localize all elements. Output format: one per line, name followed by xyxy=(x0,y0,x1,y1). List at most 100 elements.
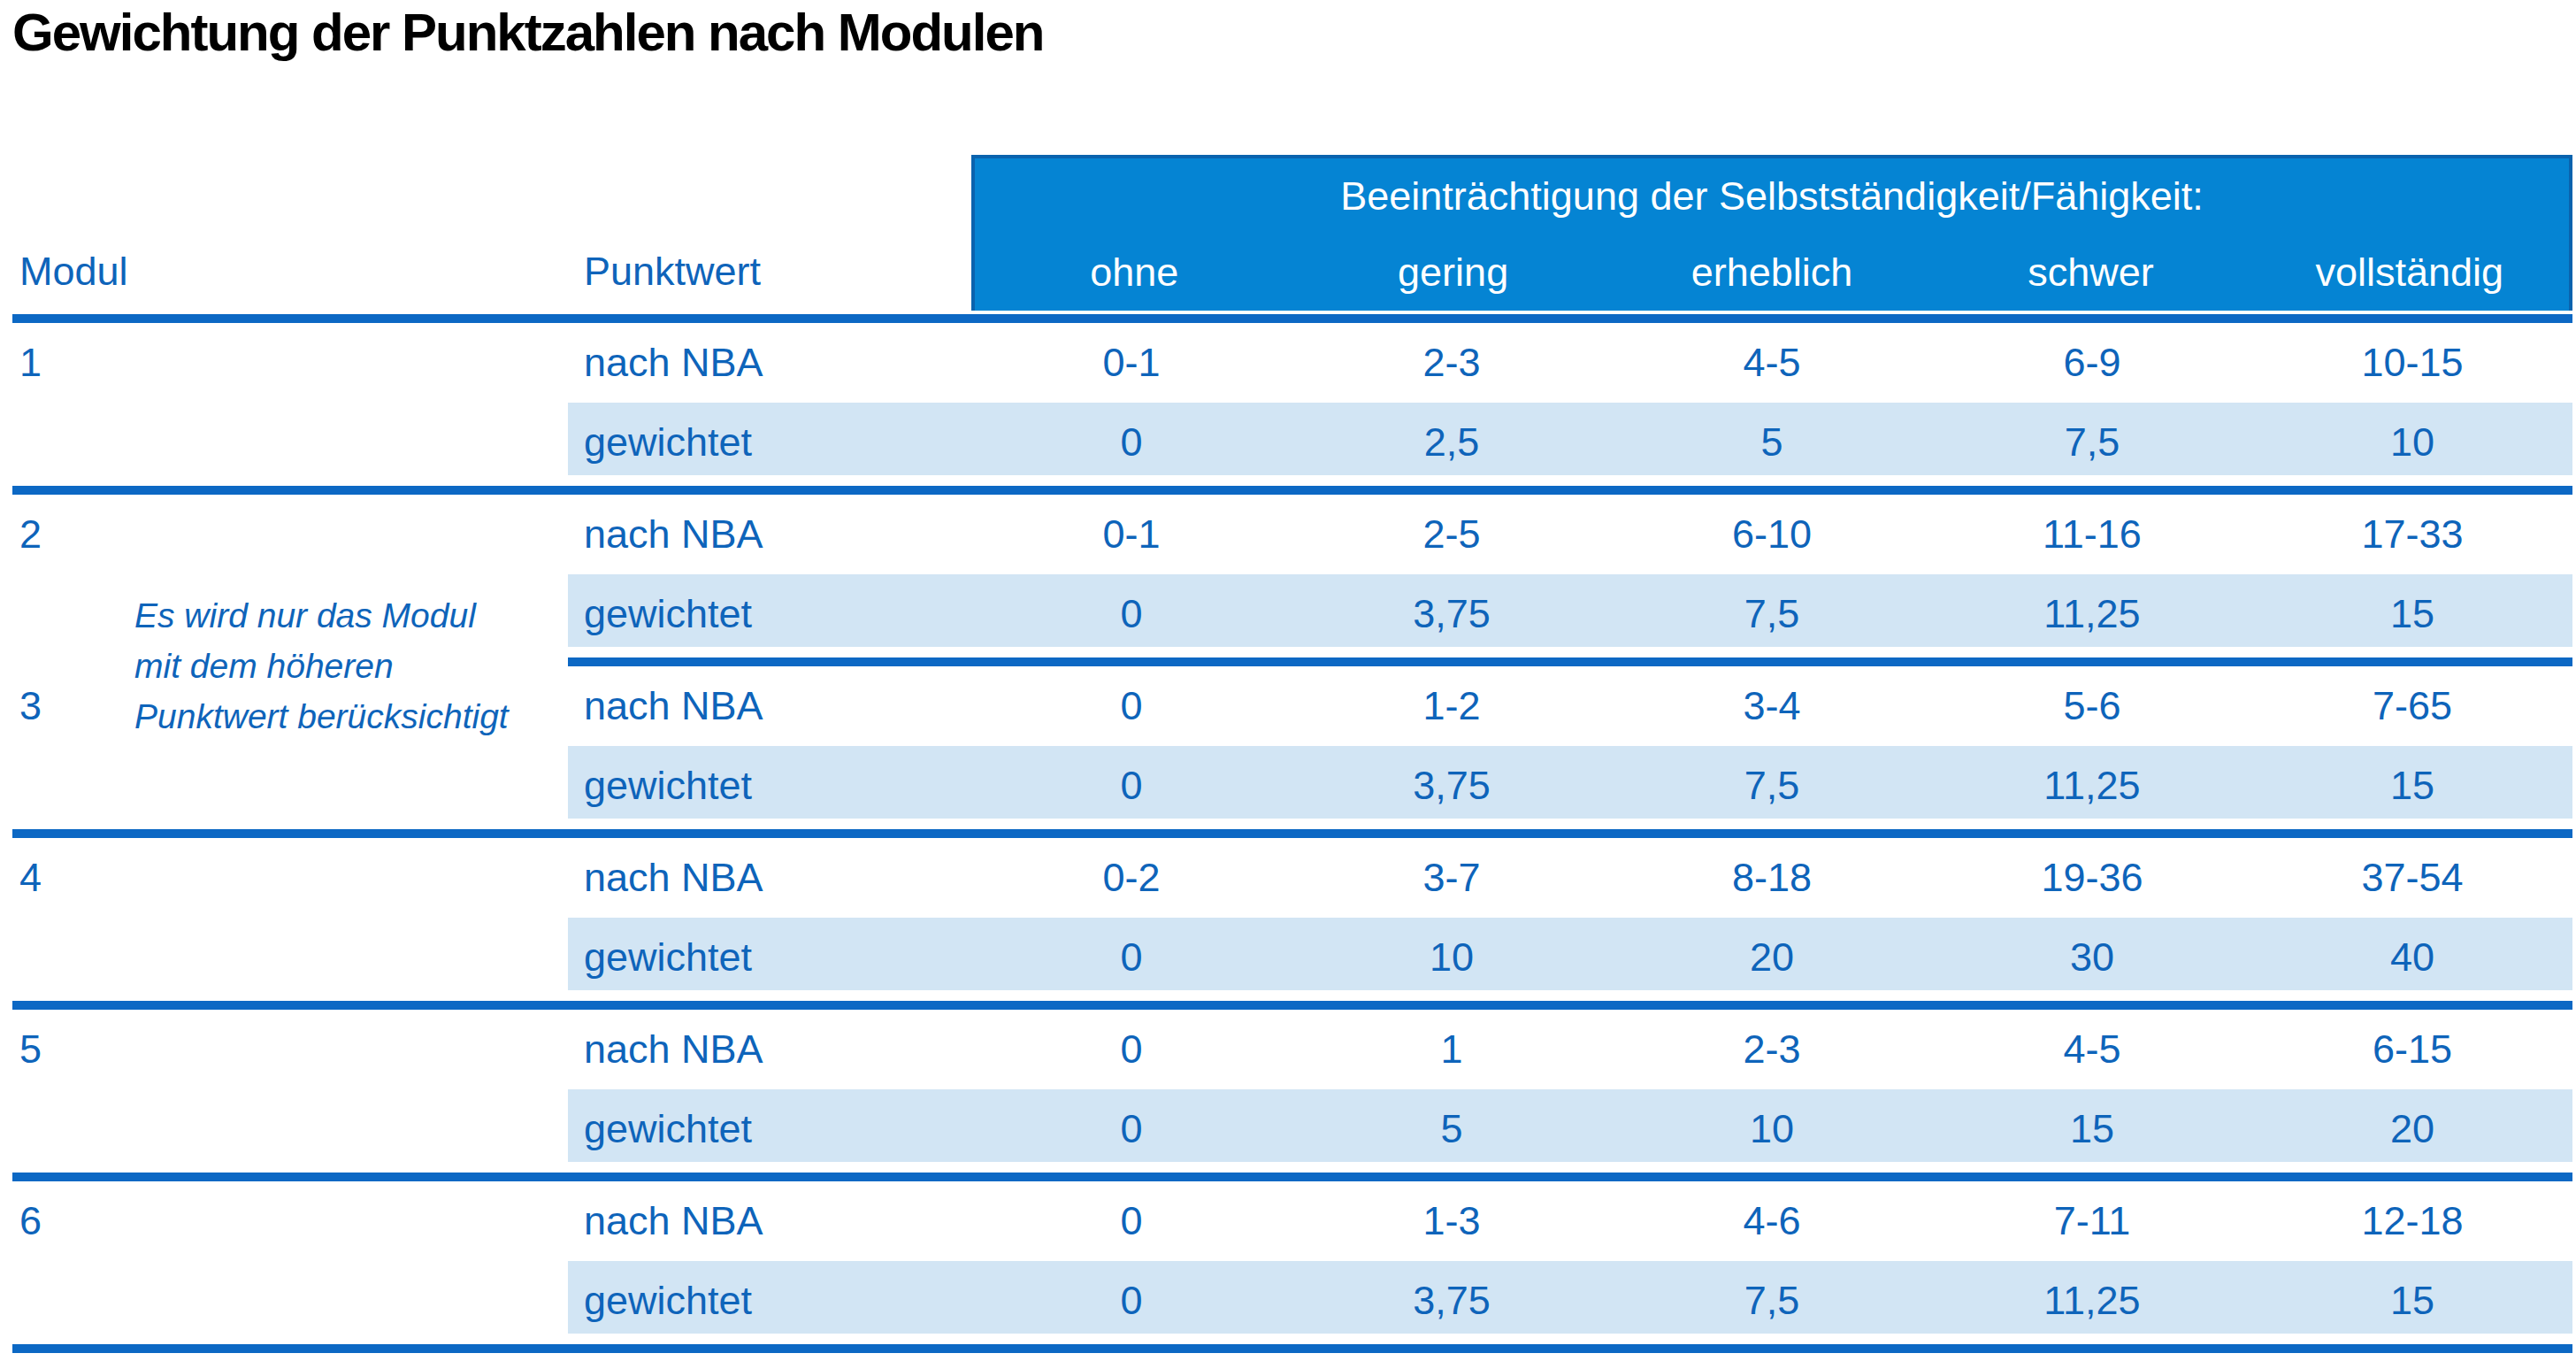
score-cell: 11,25 xyxy=(1932,574,2252,654)
score-cell: 0 xyxy=(971,403,1292,482)
module-number: 4 xyxy=(0,838,568,918)
page-title: Gewichtung der Punktzahlen nach Modulen xyxy=(12,2,1043,63)
row-type-label: gewichtet xyxy=(568,1089,971,1169)
row-type-label: nach NBA xyxy=(568,495,971,574)
module-6-weighted-row: gewichtet 0 3,75 7,5 11,25 15 xyxy=(0,1261,2572,1341)
module-note-line: mit dem höheren xyxy=(134,641,594,691)
module-separator xyxy=(12,486,2572,495)
module-number-empty xyxy=(0,1089,568,1169)
module-separator-partial xyxy=(568,657,2572,666)
module-note-line: Punktwert berücksichtigt xyxy=(134,691,594,742)
module-1-nba-row: 1 nach NBA 0-1 2-3 4-5 6-9 10-15 xyxy=(0,323,2572,403)
module-3-weighted-row: gewichtet 0 3,75 7,5 11,25 15 xyxy=(0,746,2572,826)
modul-column-header: Modul xyxy=(19,233,128,311)
severity-col-header-erheblich: erheblich xyxy=(1613,235,1931,311)
score-cell: 7,5 xyxy=(1612,1261,1932,1341)
score-cell: 7,5 xyxy=(1932,403,2252,482)
score-cell: 10 xyxy=(2252,403,2572,482)
score-cell: 2,5 xyxy=(1292,403,1612,482)
score-cell: 3,75 xyxy=(1292,574,1612,654)
score-cell: 7-11 xyxy=(1932,1181,2252,1261)
score-cell: 11-16 xyxy=(1932,495,2252,574)
module-5-nba-row: 5 nach NBA 0 1 2-3 4-5 6-15 xyxy=(0,1010,2572,1089)
row-type-label: gewichtet xyxy=(568,918,971,997)
score-cell: 3-4 xyxy=(1612,666,1932,746)
score-cell: 0-2 xyxy=(971,838,1292,918)
row-type-label: nach NBA xyxy=(568,838,971,918)
module-6-nba-row: 6 nach NBA 0 1-3 4-6 7-11 12-18 xyxy=(0,1181,2572,1261)
severity-col-header-ohne: ohne xyxy=(975,235,1293,311)
score-cell: 5 xyxy=(1612,403,1932,482)
score-cell: 0 xyxy=(971,1181,1292,1261)
score-cell: 5 xyxy=(1292,1089,1612,1169)
weighting-table: Beeinträchtigung der Selbstständigkeit/F… xyxy=(0,155,2572,1353)
score-cell: 20 xyxy=(1612,918,1932,997)
module-note-line: Es wird nur das Modul xyxy=(134,590,594,641)
score-cell: 11,25 xyxy=(1932,1261,2252,1341)
score-cell: 0 xyxy=(971,1010,1292,1089)
module-2-nba-row: 2 nach NBA 0-1 2-5 6-10 11-16 17-33 xyxy=(0,495,2572,574)
score-cell: 0 xyxy=(971,746,1292,826)
module-4-weighted-row: gewichtet 0 10 20 30 40 xyxy=(0,918,2572,997)
score-cell: 7-65 xyxy=(2252,666,2572,746)
severity-col-header-vollstaendig: vollständig xyxy=(2250,235,2569,311)
score-cell: 5-6 xyxy=(1932,666,2252,746)
score-cell: 0 xyxy=(971,574,1292,654)
module-number-empty xyxy=(0,403,568,482)
score-cell: 7,5 xyxy=(1612,746,1932,826)
row-type-label: nach NBA xyxy=(568,323,971,403)
header-band: Beeinträchtigung der Selbstständigkeit/F… xyxy=(971,155,2572,311)
score-cell: 11,25 xyxy=(1932,746,2252,826)
row-type-label: gewichtet xyxy=(568,746,971,826)
module-6-group: 6 nach NBA 0 1-3 4-6 7-11 12-18 gewichte… xyxy=(0,1181,2572,1353)
score-cell: 10 xyxy=(1292,918,1612,997)
row-type-label: gewichtet xyxy=(568,1261,971,1341)
module-number-empty xyxy=(0,918,568,997)
score-cell: 0 xyxy=(971,918,1292,997)
score-cell: 15 xyxy=(1932,1089,2252,1169)
score-cell: 3,75 xyxy=(1292,746,1612,826)
score-cell: 37-54 xyxy=(2252,838,2572,918)
score-cell: 2-5 xyxy=(1292,495,1612,574)
score-cell: 12-18 xyxy=(2252,1181,2572,1261)
table-header: Beeinträchtigung der Selbstständigkeit/F… xyxy=(0,155,2572,311)
module-5-group: 5 nach NBA 0 1 2-3 4-5 6-15 gewichtet 0 … xyxy=(0,1010,2572,1181)
score-cell: 30 xyxy=(1932,918,2252,997)
module-number: 2 xyxy=(0,495,568,574)
impairment-heading: Beeinträchtigung der Selbstständigkeit/F… xyxy=(975,158,2569,235)
score-cell: 6-10 xyxy=(1612,495,1932,574)
module-number: 6 xyxy=(0,1181,568,1261)
score-cell: 6-9 xyxy=(1932,323,2252,403)
score-cell: 15 xyxy=(2252,746,2572,826)
score-cell: 3-7 xyxy=(1292,838,1612,918)
score-cell: 0-1 xyxy=(971,323,1292,403)
score-cell: 3,75 xyxy=(1292,1261,1612,1341)
module-separator xyxy=(12,829,2572,838)
score-cell: 10 xyxy=(1612,1089,1932,1169)
module-1-weighted-row: gewichtet 0 2,5 5 7,5 10 xyxy=(0,403,2572,482)
score-cell: 15 xyxy=(2252,1261,2572,1341)
score-cell: 10-15 xyxy=(2252,323,2572,403)
module-number-empty xyxy=(0,746,568,826)
module-4-nba-row: 4 nach NBA 0-2 3-7 8-18 19-36 37-54 xyxy=(0,838,2572,918)
row-type-label: gewichtet xyxy=(568,574,971,654)
row-type-label: gewichtet xyxy=(568,403,971,482)
score-cell: 1-2 xyxy=(1292,666,1612,746)
punktwert-column-header: Punktwert xyxy=(584,233,761,311)
table-bottom-rule xyxy=(12,1344,2572,1353)
score-cell: 2-3 xyxy=(1292,323,1612,403)
module-2-3-group: 2 nach NBA 0-1 2-5 6-10 11-16 17-33 gewi… xyxy=(0,495,2572,838)
score-cell: 20 xyxy=(2252,1089,2572,1169)
score-cell: 0-1 xyxy=(971,495,1292,574)
score-cell: 1 xyxy=(1292,1010,1612,1089)
module-separator xyxy=(12,1001,2572,1010)
score-cell: 7,5 xyxy=(1612,574,1932,654)
module-5-weighted-row: gewichtet 0 5 10 15 20 xyxy=(0,1089,2572,1169)
module-number: 5 xyxy=(0,1010,568,1089)
score-cell: 6-15 xyxy=(2252,1010,2572,1089)
score-cell: 4-5 xyxy=(1612,323,1932,403)
severity-col-header-schwer: schwer xyxy=(1931,235,2250,311)
score-cell: 40 xyxy=(2252,918,2572,997)
score-cell: 0 xyxy=(971,666,1292,746)
row-type-label: nach NBA xyxy=(568,1181,971,1261)
